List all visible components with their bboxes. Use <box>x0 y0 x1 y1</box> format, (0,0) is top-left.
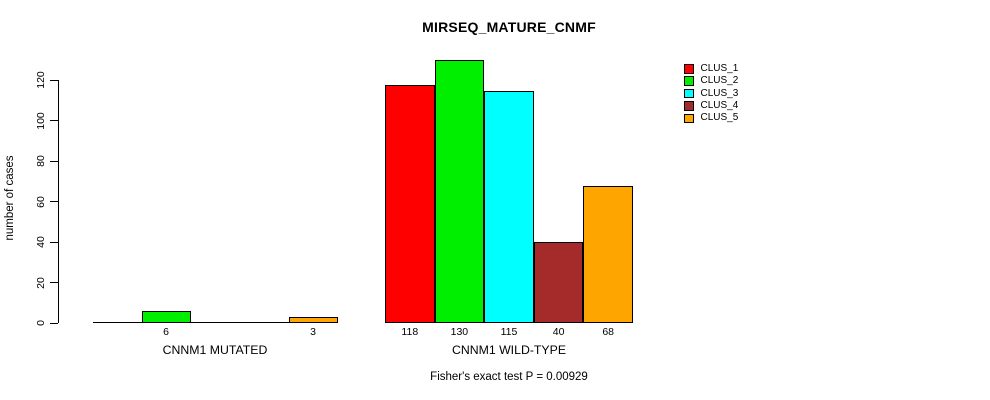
y-axis-tick <box>50 160 58 162</box>
legend-label: CLUS_1 <box>700 62 739 74</box>
legend-item-clus_3: CLUS_3 <box>684 87 739 99</box>
y-axis-tick-label: 40 <box>35 236 47 248</box>
legend-item-clus_5: CLUS_5 <box>684 112 739 124</box>
y-axis-tick <box>50 322 58 324</box>
y-axis-tick <box>50 282 58 284</box>
chart-title: MIRSEQ_MATURE_CNMF <box>422 19 596 35</box>
y-axis-tick-label: 0 <box>35 320 47 326</box>
bar-value-label: 115 <box>500 325 518 338</box>
legend-label: CLUS_2 <box>700 75 739 87</box>
legend-item-clus_1: CLUS_1 <box>684 62 739 74</box>
legend: CLUS_1 CLUS_2 CLUS_3 CLUS_4 CLUS_5 <box>684 62 739 126</box>
bar-cnnm1-wild-type-clus_4 <box>533 242 584 323</box>
bar-cnnm1-wild-type-clus_2 <box>434 60 485 323</box>
legend-swatch-icon <box>684 88 694 99</box>
legend-swatch-icon <box>684 113 694 124</box>
zero-baseline <box>92 322 338 323</box>
y-axis-tick <box>50 79 58 81</box>
bar-cnnm1-mutated-clus_5 <box>288 316 338 323</box>
y-axis-tick-label: 100 <box>35 112 47 130</box>
legend-swatch-icon <box>684 76 694 86</box>
legend-label: CLUS_3 <box>700 87 739 99</box>
bar-value-label: 3 <box>310 325 316 338</box>
bar-cnnm1-wild-type-clus_1 <box>385 84 435 323</box>
bar-value-label: 130 <box>450 325 469 338</box>
fisher-test-annotation: Fisher's exact test P = 0.00929 <box>430 371 588 383</box>
y-axis-tick-label: 60 <box>35 195 47 208</box>
bar-cnnm1-wild-type-clus_5 <box>583 185 633 323</box>
bar-value-label: 40 <box>552 325 565 338</box>
y-axis-tick-label: 20 <box>35 276 47 289</box>
y-axis-tick <box>50 120 58 122</box>
legend-item-clus_4: CLUS_4 <box>684 99 739 111</box>
bar-value-label: 68 <box>602 325 615 338</box>
y-axis-tick-label: 120 <box>35 71 47 90</box>
legend-label: CLUS_5 <box>700 112 739 124</box>
bar-cnnm1-wild-type-clus_3 <box>484 90 534 323</box>
category-label-0: CNNM1 MUTATED <box>162 343 268 357</box>
legend-label: CLUS_4 <box>700 99 739 111</box>
legend-item-clus_2: CLUS_2 <box>684 76 738 86</box>
y-axis-line <box>57 79 59 324</box>
legend-swatch-icon <box>684 64 694 74</box>
legend-swatch-icon <box>684 101 694 111</box>
y-axis-tick <box>50 201 58 203</box>
category-label-1: CNNM1 WILD-TYPE <box>451 343 567 357</box>
bar-cnnm1-mutated-clus_2 <box>141 310 191 323</box>
y-axis-tick-label: 80 <box>35 155 47 168</box>
y-axis-tick <box>50 241 58 243</box>
bar-value-label: 118 <box>401 325 419 338</box>
bar-value-label: 6 <box>163 325 169 338</box>
